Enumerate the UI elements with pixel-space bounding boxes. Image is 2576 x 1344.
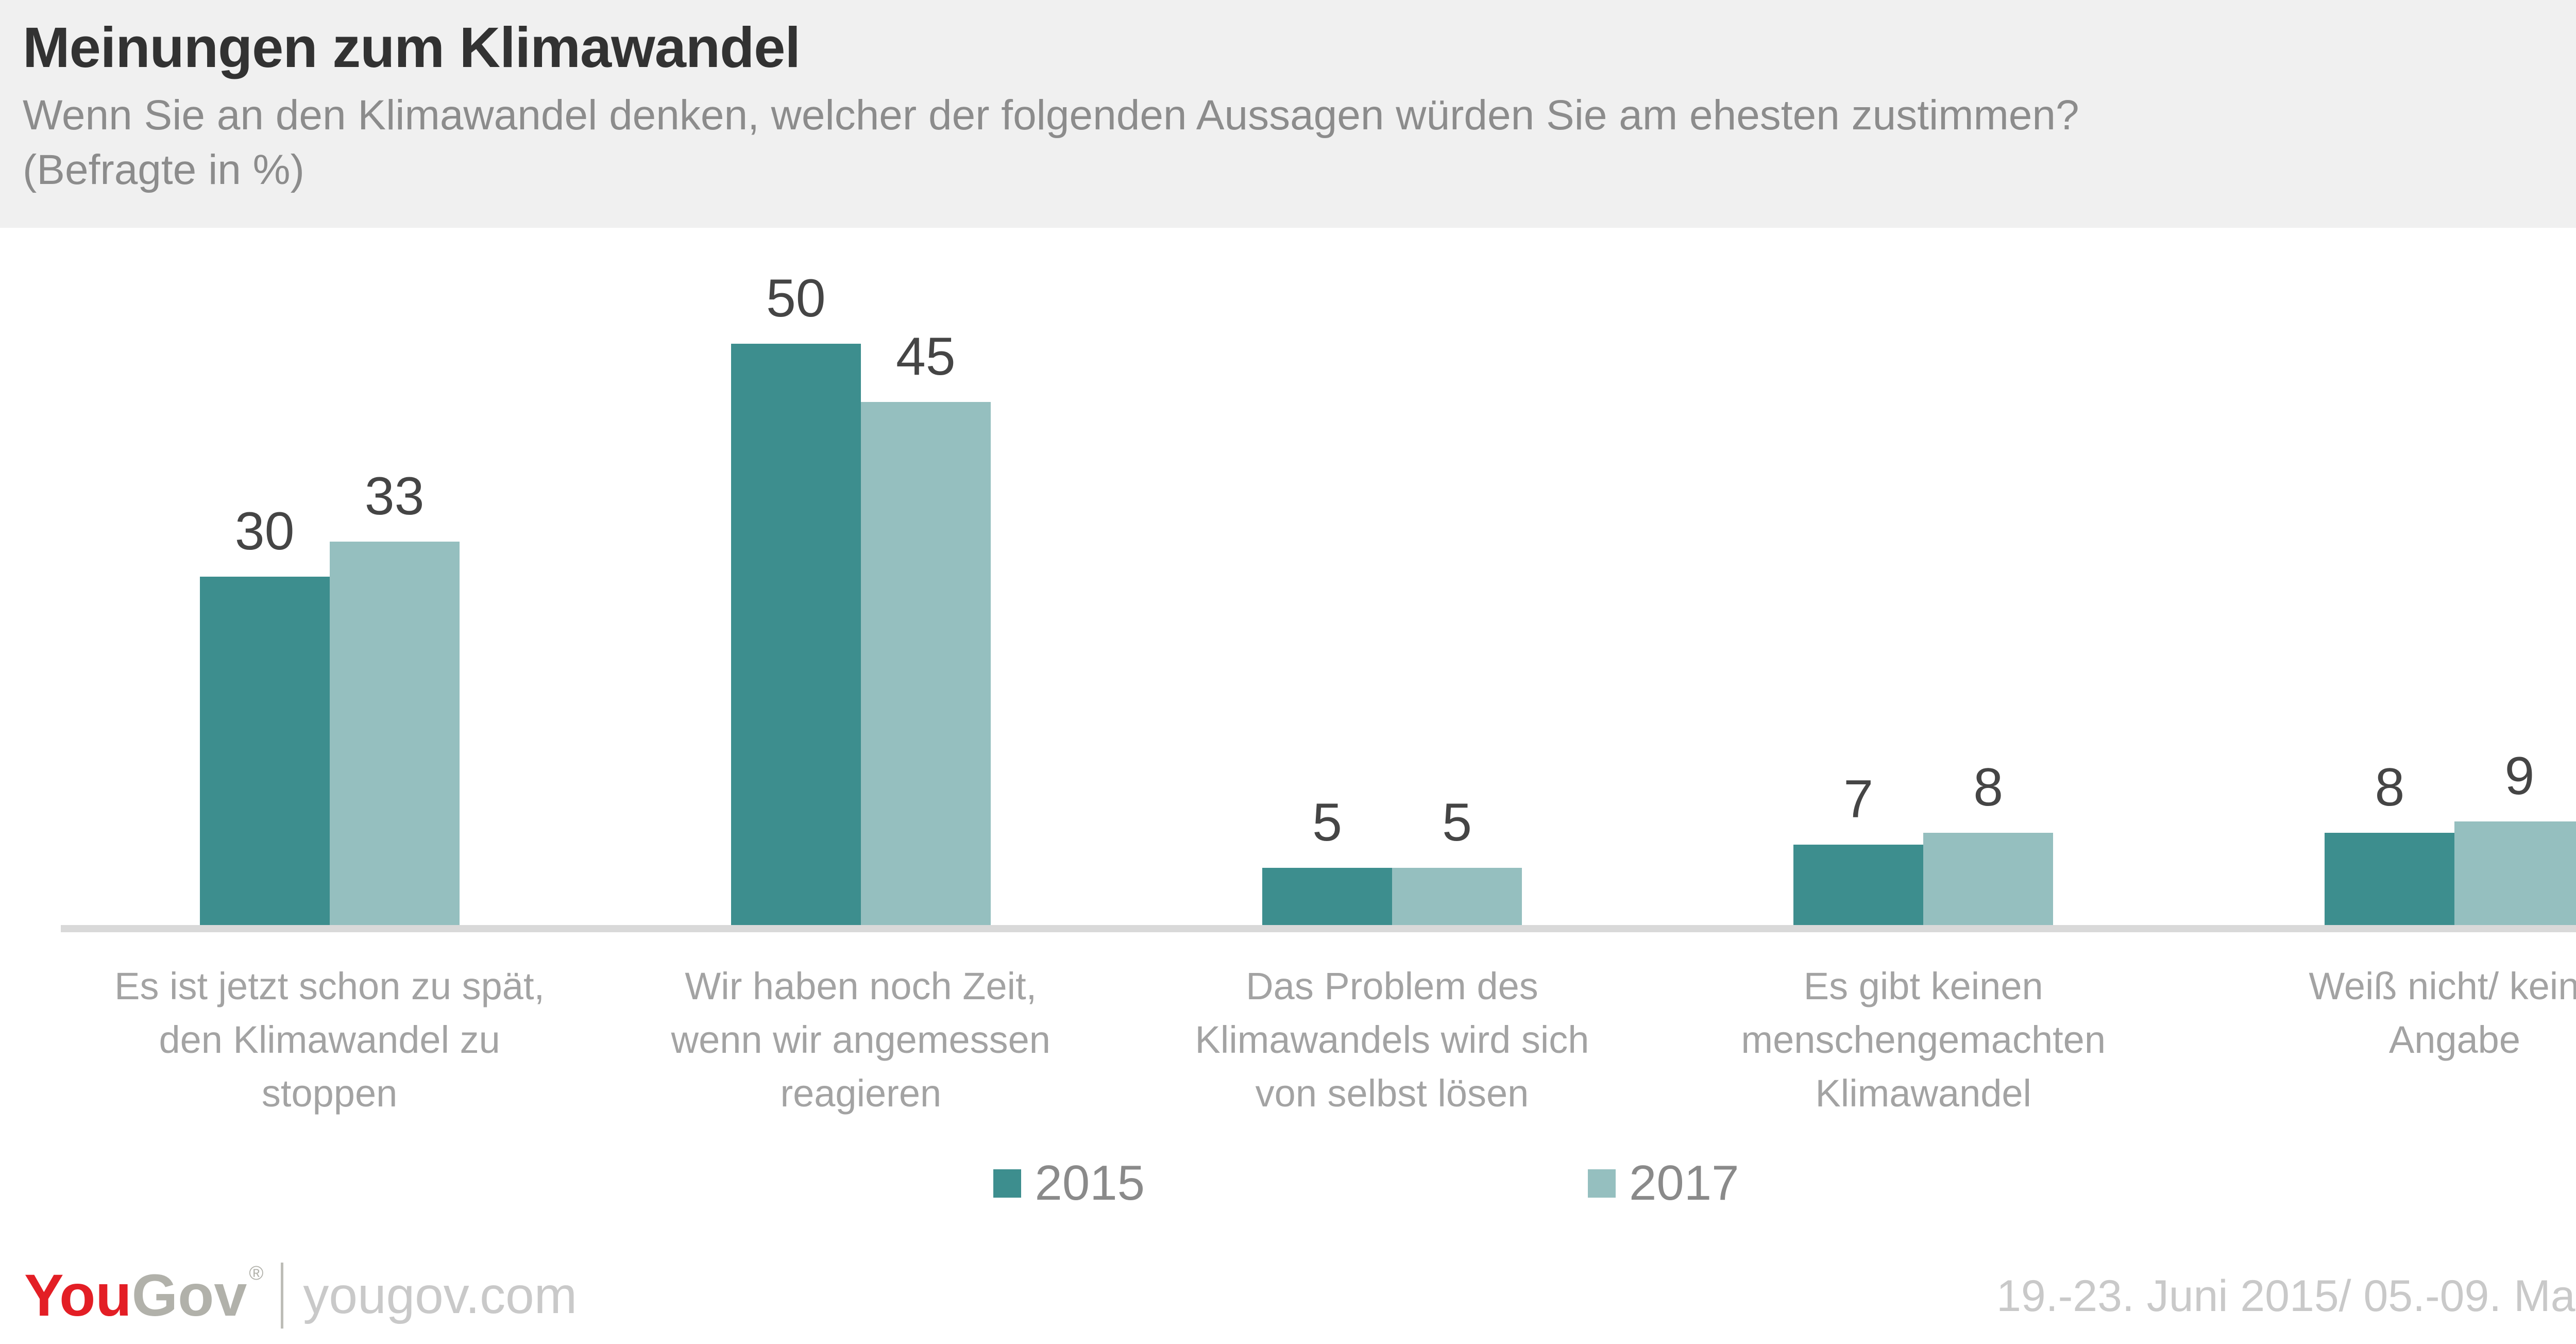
bar-2017-2: [1392, 868, 1522, 926]
category-label-2: Das Problem des Klimawandels wird sich v…: [1195, 965, 1589, 1115]
bar-2017-3: [1923, 833, 2054, 926]
bar-wrap-2017-3: 8: [1923, 758, 2054, 926]
legend-swatch-2017: [1588, 1169, 1616, 1198]
value-label-2015-3: 7: [1843, 769, 1874, 829]
logo-separator: [281, 1263, 284, 1329]
page-title: Meinungen zum Klimawandel: [23, 16, 801, 79]
bar-wrap-2017-4: 9: [2454, 749, 2576, 926]
legend-item-2015: 2015: [993, 1158, 1145, 1208]
bar-2015-0: [199, 577, 330, 926]
logo-text-you: You: [24, 1262, 132, 1329]
bar-wrap-2017-1: 45: [860, 327, 991, 926]
bar-2015-1: [731, 344, 861, 926]
bar-wrap-2015-3: 7: [1793, 769, 1924, 926]
category-labels: Es ist jetzt schon zu spät, den Klimawan…: [64, 960, 2576, 1120]
legend: 2015 2017: [0, 1158, 2576, 1208]
bar-wrap-2015-1: 50: [731, 272, 861, 926]
yougov-logo: You Gov ® yougov.com: [24, 1263, 577, 1329]
x-axis-line: [61, 925, 2576, 932]
logo-text-gov: Gov: [131, 1262, 247, 1329]
legend-item-2017: 2017: [1588, 1158, 1739, 1208]
bar-group-1: 50 45: [595, 272, 1126, 926]
value-label-2017-1: 45: [895, 327, 956, 387]
subtitle-unit: (Befragte in %): [23, 146, 304, 193]
bar-2015-3: [1793, 845, 1924, 926]
value-label-2017-3: 8: [1973, 758, 2004, 817]
value-label-2015-0: 30: [234, 501, 295, 561]
header: Meinungen zum Klimawandel Wenn Sie an de…: [0, 0, 2576, 228]
survey-date-note: 19.-23. Juni 2015/ 05.-09. Mail 2017: [1996, 1271, 2576, 1321]
bar-group-0: 30 33: [64, 469, 595, 926]
website-text: yougov.com: [303, 1267, 578, 1324]
plot-area: 30 33 50 45 5 5 7 8 8 9: [64, 228, 2576, 926]
category-label-1: Wir haben noch Zeit, wenn wir angemessen…: [671, 965, 1050, 1115]
bar-wrap-2017-2: 5: [1392, 796, 1522, 926]
bar-2017-0: [329, 542, 460, 926]
value-label-2015-1: 50: [766, 268, 826, 328]
subtitle-question: Wenn Sie an den Klimawandel denken, welc…: [23, 91, 2079, 139]
bar-wrap-2015-4: 8: [2325, 758, 2455, 926]
value-label-2017-0: 33: [364, 466, 425, 526]
bar-wrap-2015-0: 30: [199, 501, 330, 926]
value-label-2017-4: 9: [2504, 746, 2535, 806]
legend-label-2015: 2015: [1035, 1155, 1145, 1211]
bar-2015-4: [2325, 833, 2455, 926]
bar-2017-1: [860, 402, 991, 926]
category-label-0: Es ist jetzt schon zu spät, den Klimawan…: [114, 965, 545, 1115]
value-label-2015-4: 8: [2375, 758, 2405, 817]
bar-wrap-2017-0: 33: [329, 466, 460, 926]
legend-label-2017: 2017: [1629, 1155, 1739, 1211]
value-label-2015-2: 5: [1312, 793, 1342, 852]
value-label-2017-2: 5: [1442, 793, 1472, 852]
bar-2015-2: [1262, 868, 1392, 926]
legend-swatch-2015: [993, 1169, 1022, 1198]
registered-mark-icon: ®: [249, 1263, 264, 1284]
category-label-3: Es gibt keinen menschengemachten Klimawa…: [1741, 965, 2106, 1115]
bar-2017-4: [2454, 821, 2576, 926]
bar-wrap-2015-2: 5: [1262, 796, 1392, 926]
category-label-4: Weiß nicht/ keine Angabe: [2309, 965, 2576, 1061]
